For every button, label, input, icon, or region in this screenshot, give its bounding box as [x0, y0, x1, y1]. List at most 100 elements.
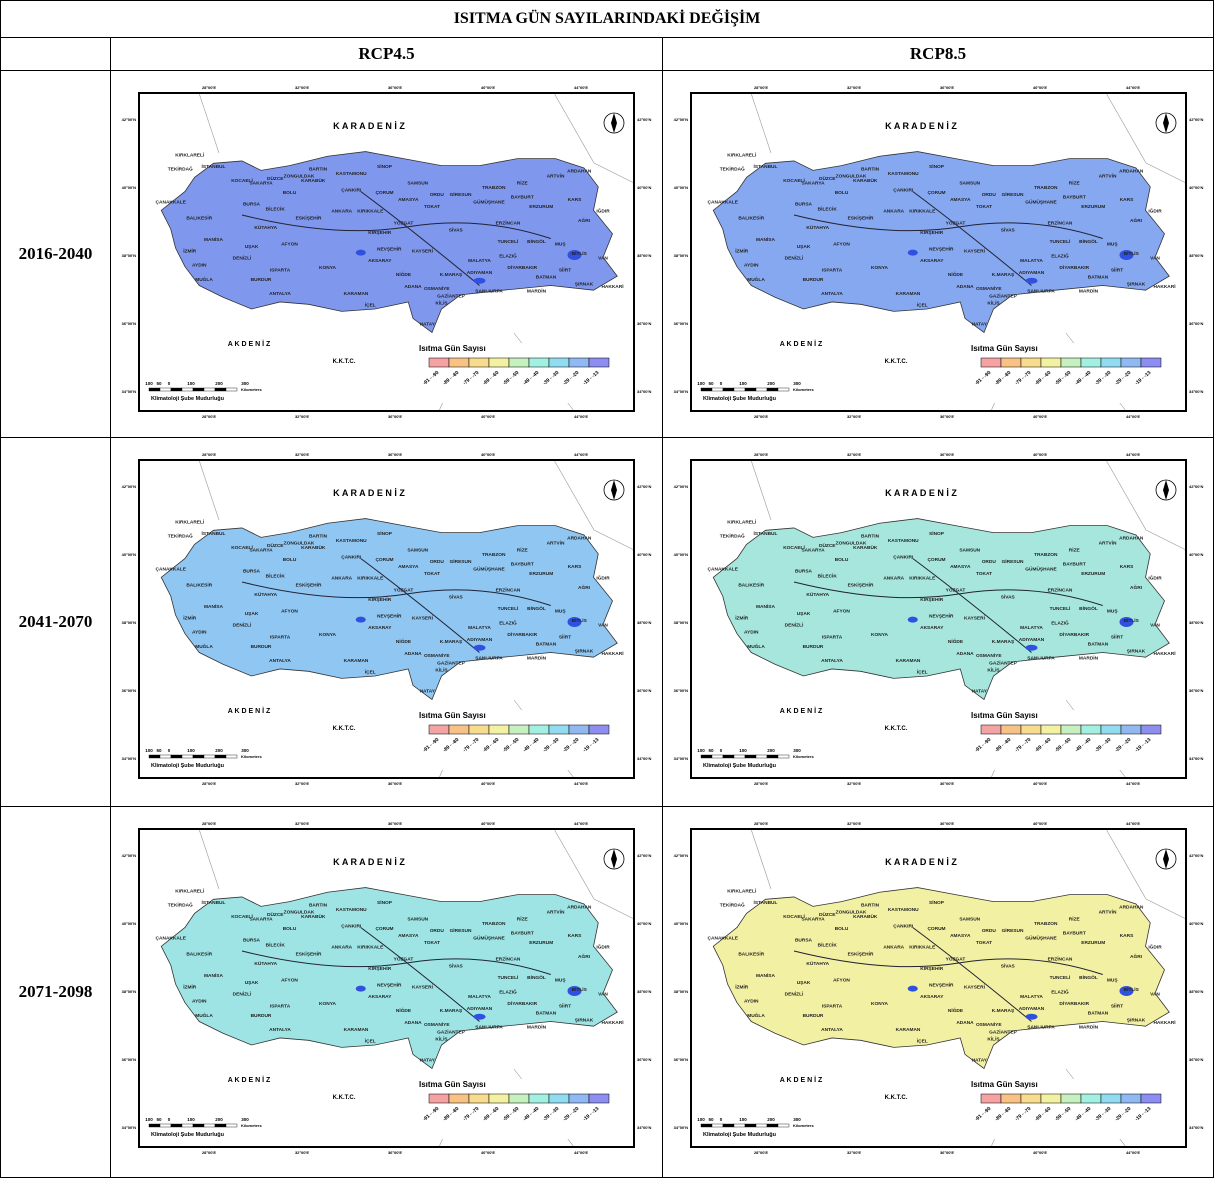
lon-label: 36°00'E	[388, 414, 402, 419]
city-label: TEKİRDAĞ	[168, 164, 193, 172]
city-label: TRABZON	[1034, 185, 1058, 191]
scale-bar	[214, 1123, 227, 1128]
city-label: ISPARTA	[822, 267, 843, 273]
city-label: MUŞ	[1107, 242, 1118, 248]
lat-label: 34°00'N	[637, 389, 651, 394]
city-label: AĞRI	[1130, 952, 1143, 960]
city-label: KAYSERİ	[412, 248, 434, 255]
legend-swatch	[528, 724, 550, 735]
lat-label: 34°00'N	[1189, 1125, 1203, 1130]
lon-label: 44°00'E	[1126, 85, 1140, 90]
river	[241, 558, 551, 653]
city-label: GÜMÜŞHANE	[1025, 565, 1057, 572]
lon-label: 36°00'E	[940, 781, 954, 786]
city-label: TRABZON	[1034, 552, 1058, 558]
city-label: UŞAK	[797, 611, 811, 617]
city-label: ÇANKIRI	[341, 188, 362, 194]
city-label: VAN	[598, 992, 608, 998]
lon-label: 28°00'E	[754, 821, 768, 826]
lon-label: 36°00'E	[388, 85, 402, 90]
legend-swatch	[488, 357, 510, 368]
lat-label: 38°00'N	[674, 620, 688, 625]
legend-swatch	[1060, 1093, 1082, 1104]
scale-label: 300	[241, 748, 249, 753]
city-label: MUĞLA	[195, 1011, 213, 1019]
city-label: UŞAK	[245, 244, 259, 250]
lat-label: 40°00'N	[122, 552, 136, 557]
lon-label: 28°00'E	[202, 781, 216, 786]
lat-label: 38°00'N	[1189, 253, 1203, 258]
city-label: ANTALYA	[269, 1027, 291, 1033]
scale-label: 100	[697, 748, 705, 753]
city-label: NEVŞEHİR	[377, 612, 402, 619]
city-label: İZMİR	[183, 984, 197, 991]
city-label: BALIKESİR	[186, 582, 212, 589]
city-label: BALIKESİR	[738, 951, 764, 958]
city-label: BURDUR	[803, 277, 824, 283]
legend-bg	[961, 710, 1176, 770]
map: 42°00'N 42°00'N 40°00'N 40°00'N 38°00'N 38°00…	[674, 452, 1204, 786]
lon-label: 32°00'E	[295, 821, 309, 826]
city-label: KÜTAHYA	[806, 224, 829, 231]
city-label: VAN	[1150, 623, 1160, 629]
city-label: SİVAS	[1001, 226, 1016, 233]
city-label: TRABZON	[482, 185, 506, 191]
city-label: NİĞDE	[948, 270, 964, 278]
city-label: AĞRI	[578, 216, 591, 224]
city-label: KONYA	[871, 265, 888, 271]
city-label: MALATYA	[468, 625, 491, 631]
city-label: HAKKARİ	[1153, 283, 1176, 290]
compass-needle	[1163, 849, 1169, 869]
city-label: OSMANİYE	[424, 1021, 450, 1028]
city-label: BİTLİS	[1124, 986, 1140, 993]
lon-label: 40°00'E	[1033, 414, 1047, 419]
scale-bar	[755, 387, 768, 392]
lake	[473, 277, 486, 284]
legend-swatch	[1100, 1093, 1122, 1104]
city-label: BİNGÖL	[1079, 238, 1098, 245]
city-label: KIRŞEHİR	[920, 229, 943, 236]
city-label: KARS	[568, 564, 582, 570]
table-title: ISITMA GÜN SAYILARINDAKİ DEĞİŞİM	[0, 0, 1214, 38]
lat-label: 42°00'N	[1189, 484, 1203, 489]
scale-bar	[711, 754, 724, 759]
scale-label: 100	[697, 1117, 705, 1122]
scale-bar	[148, 754, 161, 759]
compass-needle	[611, 480, 617, 500]
legend-swatch	[428, 724, 450, 735]
city-label: İÇEL	[917, 1038, 928, 1045]
city-label: ARDAHAN	[567, 536, 592, 542]
city-label: SİVAS	[1001, 593, 1016, 600]
city-label: TEKİRDAĞ	[720, 164, 745, 172]
city-label: HATAY	[972, 321, 988, 327]
legend-swatch	[1040, 724, 1062, 735]
row-header: 2041-2070	[0, 437, 111, 807]
city-label: AĞRI	[1130, 216, 1143, 224]
city-label: BAYBURT	[511, 562, 534, 568]
scale-bar	[766, 387, 779, 392]
city-label: ZONGULDAK	[284, 540, 315, 546]
map-frame	[138, 828, 635, 1148]
city-label: BİLECİK	[266, 205, 286, 212]
scale-bar	[170, 387, 183, 392]
city-label: BİTLİS	[572, 617, 588, 624]
city-label: IĞDIR	[596, 207, 610, 215]
scale-label: 100	[739, 381, 747, 386]
scale-label: 0	[168, 381, 171, 386]
legend-swatch	[568, 724, 590, 735]
city-label: KASTAMONU	[888, 538, 919, 544]
sea-label: K A R A D E N İ Z	[333, 488, 405, 498]
city-label: ZONGULDAK	[836, 173, 867, 179]
scale-bar	[148, 387, 161, 392]
city-label: ARDAHAN	[567, 905, 592, 911]
sea-label: K A R A D E N İ Z	[885, 488, 957, 498]
city-label: K.MARAŞ	[992, 272, 1015, 278]
city-label: KIRŞEHİR	[368, 965, 391, 972]
city-label: BATMAN	[1088, 641, 1109, 647]
river	[241, 191, 551, 286]
city-label: KARABÜK	[853, 544, 878, 551]
city-label: ÇORUM	[375, 190, 393, 196]
city-label: KARAMAN	[344, 1027, 369, 1033]
city-label: ANKARA	[331, 945, 352, 951]
scale-bar	[744, 754, 757, 759]
